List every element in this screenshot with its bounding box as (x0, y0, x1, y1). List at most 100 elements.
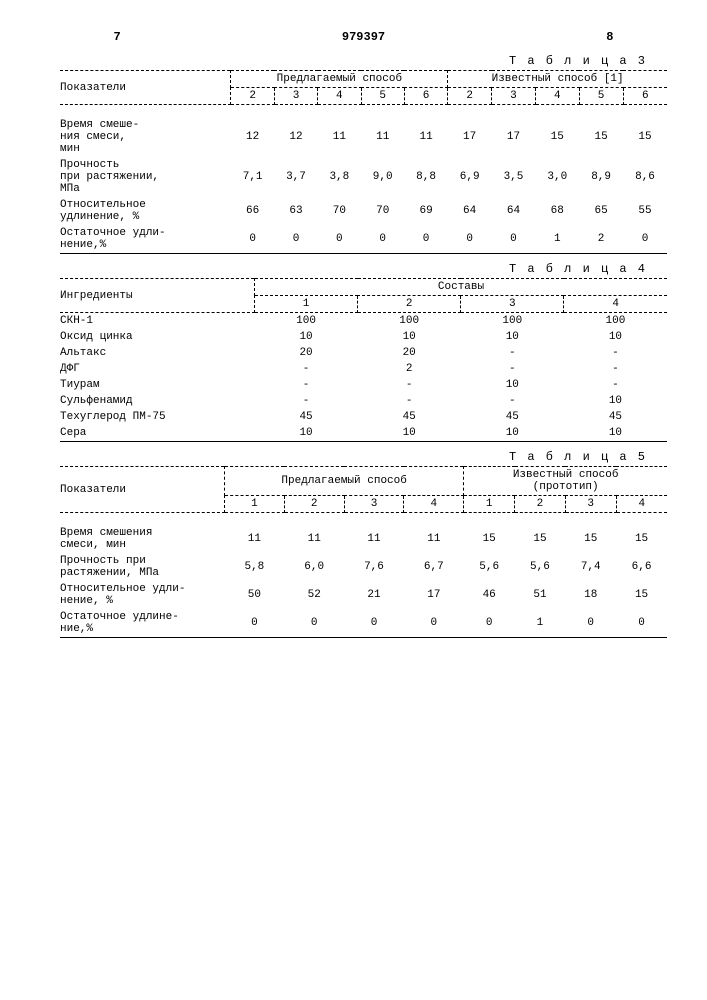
t3-col: 2 (231, 88, 274, 105)
t3-col: 5 (361, 88, 404, 105)
t5-cell: 6,7 (404, 553, 464, 581)
t5-row-label: Время смешения смеси, мин (60, 525, 225, 553)
t3-cell: 0 (623, 225, 667, 254)
t4-cell: 45 (564, 409, 667, 425)
t3-cell: 65 (579, 197, 623, 225)
t3-cell: 2 (579, 225, 623, 254)
t4-col: 4 (564, 296, 667, 313)
t3-indicators-head: Показатели (60, 71, 231, 105)
t3-row-label: Прочность при растяжении, МПа (60, 157, 231, 197)
t5-col: 2 (515, 496, 566, 513)
t3-cell: 15 (623, 117, 667, 157)
t4-row-label: Оксид цинка (60, 329, 255, 345)
table3-title: Т а б л и ц а 3 (60, 54, 647, 68)
t3-cell: 8,9 (579, 157, 623, 197)
t5-cell: 7,6 (344, 553, 404, 581)
t3-cell: 0 (231, 225, 274, 254)
t3-cell: 6,9 (448, 157, 492, 197)
t3-cell: 66 (231, 197, 274, 225)
t3-cell: 64 (448, 197, 492, 225)
t4-cell: 45 (255, 409, 358, 425)
t4-ingredients-head: Ингредиенты (60, 279, 255, 313)
t5-cell: 1 (515, 609, 566, 638)
t3-col: 5 (579, 88, 623, 105)
table5: Показатели Предлагаемый способ Известный… (60, 466, 667, 638)
t4-col: 3 (461, 296, 564, 313)
t4-row-label: Сера (60, 425, 255, 442)
t4-row-label: ДФГ (60, 361, 255, 377)
t4-cell: 100 (564, 313, 667, 330)
t5-col: 1 (225, 496, 285, 513)
doc-number: 979397 (342, 30, 385, 44)
t4-cell: 100 (461, 313, 564, 330)
t5-cell: 0 (464, 609, 515, 638)
t3-cell: 3,5 (492, 157, 536, 197)
t4-cell: 10 (255, 329, 358, 345)
t4-cell: - (461, 393, 564, 409)
t5-cell: 0 (344, 609, 404, 638)
t4-row-label: Техуглерод ПМ-75 (60, 409, 255, 425)
t5-cell: 11 (284, 525, 344, 553)
t5-row-label: Остаточное удлине- ние,% (60, 609, 225, 638)
t3-cell: 68 (535, 197, 579, 225)
t3-cell: 64 (492, 197, 536, 225)
t3-row-label: Время смеше- ния смеси, мин (60, 117, 231, 157)
t3-cell: 9,0 (361, 157, 404, 197)
t4-cell: - (461, 361, 564, 377)
t3-col: 6 (623, 88, 667, 105)
t3-cell: 0 (404, 225, 447, 254)
t4-cell: 45 (358, 409, 461, 425)
t3-col: 3 (492, 88, 536, 105)
t5-cell: 11 (404, 525, 464, 553)
t3-cell: 1 (535, 225, 579, 254)
t3-cell: 3,8 (318, 157, 361, 197)
t5-group-b: Известный способ (прототип) (464, 467, 667, 496)
t3-cell: 11 (404, 117, 447, 157)
t5-cell: 6,6 (616, 553, 667, 581)
t5-cell: 11 (344, 525, 404, 553)
t3-cell: 8,8 (404, 157, 447, 197)
t4-cell: - (358, 377, 461, 393)
t3-row-label: Относительное удлинение, % (60, 197, 231, 225)
page-num-right: 8 (606, 30, 613, 44)
t4-cell: 45 (461, 409, 564, 425)
t5-cell: 52 (284, 581, 344, 609)
t5-col: 1 (464, 496, 515, 513)
t5-cell: 5,6 (464, 553, 515, 581)
t3-row-label: Остаточное удли- нение,% (60, 225, 231, 254)
t3-col: 4 (318, 88, 361, 105)
t3-col: 2 (448, 88, 492, 105)
t4-cell: 10 (358, 329, 461, 345)
t4-group: Составы (255, 279, 668, 296)
t4-cell: 20 (255, 345, 358, 361)
t4-row-label: Альтакс (60, 345, 255, 361)
t4-row-label: СКН-1 (60, 313, 255, 330)
t5-cell: 0 (284, 609, 344, 638)
t4-col: 1 (255, 296, 358, 313)
t3-cell: 55 (623, 197, 667, 225)
t4-cell: 10 (461, 329, 564, 345)
t3-cell: 15 (535, 117, 579, 157)
t4-cell: 10 (564, 425, 667, 442)
t4-cell: - (564, 361, 667, 377)
t3-group-a: Предлагаемый способ (231, 71, 448, 88)
t4-cell: - (255, 393, 358, 409)
t3-cell: 3,7 (274, 157, 317, 197)
t4-cell: 20 (358, 345, 461, 361)
t3-cell: 17 (492, 117, 536, 157)
t3-cell: 12 (231, 117, 274, 157)
t4-cell: 10 (255, 425, 358, 442)
t3-cell: 3,0 (535, 157, 579, 197)
t3-cell: 17 (448, 117, 492, 157)
t3-cell: 12 (274, 117, 317, 157)
t5-cell: 11 (225, 525, 285, 553)
t3-cell: 0 (318, 225, 361, 254)
t5-cell: 51 (515, 581, 566, 609)
t3-group-b: Известный способ [1] (448, 71, 667, 88)
t4-cell: 10 (358, 425, 461, 442)
t5-group-a: Предлагаемый способ (225, 467, 464, 496)
t5-cell: 0 (225, 609, 285, 638)
t4-cell: 10 (564, 329, 667, 345)
table4-title: Т а б л и ц а 4 (60, 262, 647, 276)
t5-cell: 15 (565, 525, 616, 553)
